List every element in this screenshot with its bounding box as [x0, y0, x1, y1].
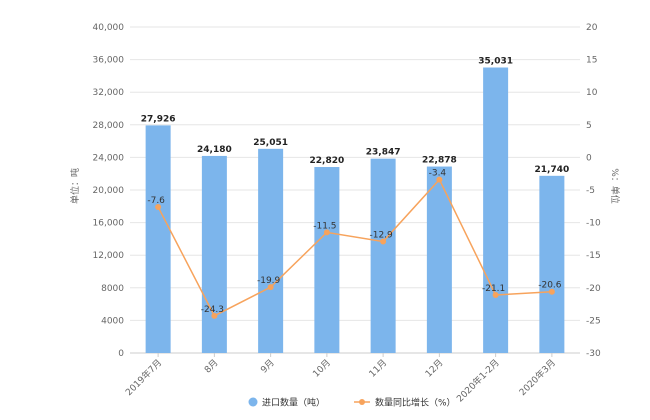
bar-value-label: 22,820 [310, 156, 345, 166]
y-tick-label: 4000 [101, 316, 124, 326]
bar [539, 175, 565, 353]
bar [145, 125, 171, 353]
y2-tick-label: 20 [586, 23, 598, 33]
bar-value-label: 23,847 [366, 148, 401, 158]
x-axis-ticks: 2019年7月 8月 9月 10月 11月 12月 2020年1-2月 2020年3月 [123, 353, 558, 404]
y2-tick-label: 0 [586, 153, 592, 163]
x-tick-label: 8月 [202, 357, 220, 375]
bar [483, 67, 509, 354]
bar-value-label: 35,031 [478, 56, 513, 66]
line-point [211, 312, 218, 319]
bar [258, 148, 284, 353]
x-tick-label: 2019年7月 [123, 357, 164, 398]
growth-line [157, 178, 552, 317]
line-point [380, 238, 387, 245]
y2-tick-label: -30 [586, 349, 601, 359]
y2-tick-label: -25 [586, 316, 601, 326]
y-tick-label: 12,000 [93, 251, 125, 261]
y2-tick-label: -20 [586, 284, 601, 294]
y2-axis-title: %：单位 [609, 168, 621, 204]
bar [201, 155, 227, 353]
x-tick-label: 12月 [423, 357, 445, 379]
y2-tick-label: 15 [586, 56, 597, 66]
line-value-label: -7.6 [147, 196, 165, 206]
y2-tick-label: 10 [586, 88, 598, 98]
x-tick-label: 10月 [311, 357, 333, 379]
legend-bar-label: 进口数量（吨） [262, 397, 325, 409]
line-point [323, 229, 330, 236]
line-value-label: -21.1 [482, 284, 505, 294]
line-point [155, 203, 162, 210]
line-series [155, 176, 555, 319]
line-data-labels: -7.6 -24.3 -19.9 -11.5 -12.9 -3.4 -21.1 -20.6 [147, 169, 561, 315]
y-tick-label: 0 [118, 349, 124, 359]
bar [370, 158, 396, 353]
line-value-label: -24.3 [201, 305, 224, 315]
bar-series [145, 67, 565, 354]
y2-tick-label: -10 [586, 219, 601, 229]
y-tick-label: 20,000 [93, 186, 125, 196]
y-tick-label: 32,000 [93, 88, 125, 98]
y-tick-label: 16,000 [93, 219, 125, 229]
y-axis-ticks: 0 4000 8000 12,000 16,000 20,000 24,000 28,000 3… [93, 23, 125, 359]
legend-bar-marker [248, 397, 258, 407]
x-tick-label: 2020年1-2月 [454, 357, 502, 405]
y2-tick-label: 5 [586, 121, 592, 131]
legend: 进口数量（吨） 数量同比增长（%） [248, 397, 456, 409]
x-tick-label: 9月 [259, 357, 277, 375]
line-point [492, 291, 499, 298]
x-tick-label: 2020年3月 [517, 357, 558, 398]
line-value-label: -19.9 [257, 276, 281, 286]
line-value-label: -12.9 [369, 231, 393, 241]
legend-line-label: 数量同比增长（%） [375, 397, 456, 409]
line-point [436, 176, 443, 183]
bar-value-label: 27,926 [141, 114, 176, 124]
y-tick-label: 28,000 [93, 121, 125, 131]
bar [314, 167, 340, 353]
bar-value-label: 21,740 [535, 165, 570, 175]
line-value-label: -11.5 [313, 221, 336, 231]
x-tick-label: 11月 [367, 357, 389, 379]
legend-line-dot [359, 399, 365, 405]
y2-tick-label: -5 [586, 186, 595, 196]
bar-value-label: 22,878 [422, 156, 457, 166]
y-tick-label: 24,000 [93, 153, 125, 163]
line-point [548, 288, 555, 295]
y-tick-label: 8000 [101, 284, 124, 294]
y-tick-label: 40,000 [93, 23, 125, 33]
y2-axis-ticks: -30 -25 -20 -15 -10 -5 0 5 10 15 20 [586, 23, 601, 359]
bar [426, 166, 452, 353]
bar-value-label: 24,180 [197, 145, 232, 155]
bar-value-label: 25,051 [253, 138, 288, 148]
grid-lines [130, 26, 580, 354]
y2-tick-label: -15 [586, 251, 601, 261]
bar-data-labels: 27,926 24,180 25,051 22,820 23,847 22,878 35,0… [141, 56, 569, 174]
line-value-label: -3.4 [429, 169, 447, 179]
line-value-label: -20.6 [538, 281, 562, 291]
y-tick-label: 36,000 [93, 56, 125, 66]
line-point [267, 284, 274, 291]
y-axis-title: 单位：吨 [69, 168, 81, 204]
